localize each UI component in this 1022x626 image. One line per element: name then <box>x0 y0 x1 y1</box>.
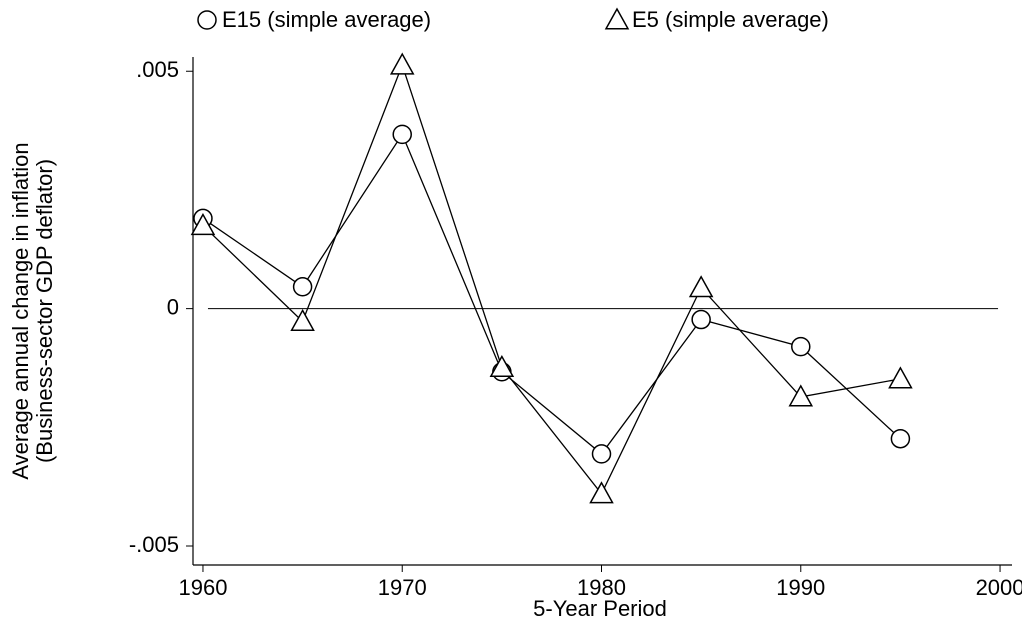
marker-triangle <box>788 384 814 407</box>
marker-triangle <box>589 481 614 504</box>
x-tick-label: 2000 <box>976 575 1022 600</box>
y-axis-title-line: Average annual change in inflation <box>8 142 33 479</box>
marker-triangle <box>389 52 415 75</box>
marker-circle <box>791 336 811 357</box>
marker-triangle <box>604 7 630 30</box>
series-line <box>202 133 901 455</box>
series-line <box>202 63 901 496</box>
marker-circle <box>292 277 313 297</box>
y-tick-label: .005 <box>136 57 179 82</box>
x-tick-label: 1960 <box>178 575 227 600</box>
x-tick-label: 1990 <box>776 575 825 600</box>
legend-label: E5 (simple average) <box>632 7 829 32</box>
marker-triangle <box>190 212 216 236</box>
marker-circle <box>890 428 911 449</box>
legend-label: E15 (simple average) <box>222 7 431 32</box>
marker-circle <box>691 309 711 330</box>
x-axis-title: 5-Year Period <box>533 596 667 621</box>
y-axis-title: Average annual change in inflation (Busi… <box>8 142 57 479</box>
marker-triangle <box>489 354 515 378</box>
marker-circle <box>392 124 412 145</box>
marker-triangle <box>290 308 315 331</box>
x-tick-label: 1970 <box>378 575 427 600</box>
y-tick-label: 0 <box>167 294 179 319</box>
y-axis-title-line: (Business-sector GDP deflator) <box>32 159 57 463</box>
marker-circle <box>591 444 612 464</box>
x-tick-label: 1980 <box>577 575 626 600</box>
marker-circle <box>197 10 217 30</box>
y-tick-label: -.005 <box>129 532 179 557</box>
marker-triangle <box>888 366 913 389</box>
marker-triangle <box>688 275 714 298</box>
